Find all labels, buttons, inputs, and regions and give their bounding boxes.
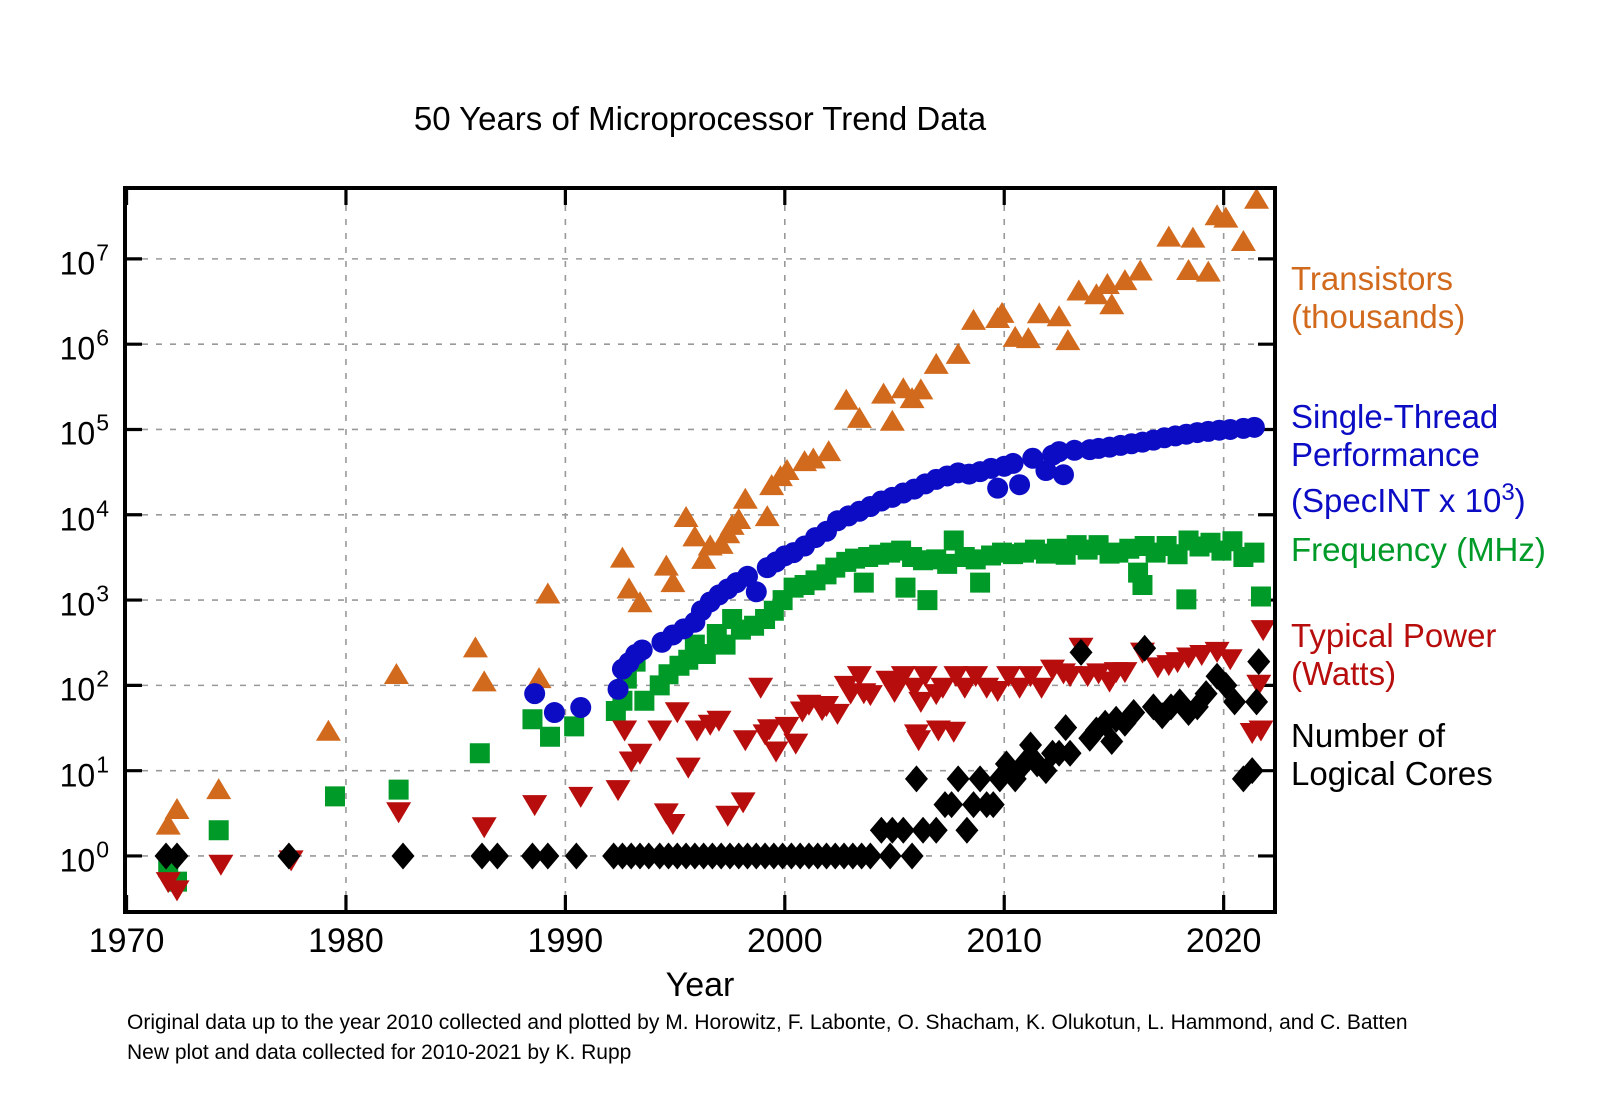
legend-line: (Watts) xyxy=(1291,655,1397,692)
y-tick-label-10e6: 106 xyxy=(59,324,109,367)
y-tick-label-10e1: 101 xyxy=(59,751,109,793)
legend-single-thread-performance: Single-Thread Performance (SpecINT x 103) xyxy=(1291,398,1526,520)
legend-line: (SpecINT x 103) xyxy=(1291,479,1526,519)
legend-line: Typical Power xyxy=(1291,617,1497,654)
y-tick-label-10e2: 102 xyxy=(59,666,109,708)
plot-border xyxy=(123,186,1277,914)
legend-logical-cores: Number of Logical Cores xyxy=(1291,717,1493,793)
x-tick-label-1980: 1980 xyxy=(308,922,384,960)
series-logical-cores xyxy=(154,634,1271,870)
gridlines xyxy=(128,191,1272,909)
y-tick-label-10e5: 105 xyxy=(59,410,109,452)
chart-title: 50 Years of Microprocessor Trend Data xyxy=(413,100,987,137)
x-tick-label-1990: 1990 xyxy=(527,922,604,960)
x-tick-label-2020: 2020 xyxy=(1185,922,1262,960)
y-tick-label-10e4: 104 xyxy=(59,495,109,538)
legend-line: Frequency (MHz) xyxy=(1291,531,1546,568)
x-tick-label-2010: 2010 xyxy=(966,922,1043,960)
legend-transistors: Transistors (thousands) xyxy=(1291,260,1465,336)
x-axis-title: Year xyxy=(665,966,735,1004)
y-tick-label-10e3: 103 xyxy=(59,580,109,623)
x-tick-label-1970: 1970 xyxy=(88,922,165,960)
legend-line: Number of xyxy=(1291,717,1446,754)
legend-typical-power: Typical Power (Watts) xyxy=(1291,617,1496,693)
legend-line: Single-Thread xyxy=(1291,398,1499,435)
legend-frequency: Frequency (MHz) xyxy=(1291,531,1546,569)
series-frequency xyxy=(158,530,1271,892)
legend-line: Logical Cores xyxy=(1291,755,1493,792)
footer-line-2: New plot and data collected for 2010-202… xyxy=(127,1041,632,1064)
series-transistors xyxy=(155,188,1270,835)
y-tick-label-10e7: 107 xyxy=(59,239,109,282)
series-single-thread-performance xyxy=(524,416,1265,724)
legend-line: Performance xyxy=(1291,436,1480,473)
series-typical-power xyxy=(155,620,1275,902)
legend-line: Transistors xyxy=(1291,260,1453,297)
footer-credits: Original data up to the year 2010 collec… xyxy=(127,1008,1408,1068)
x-tick-label-2000: 2000 xyxy=(746,922,823,960)
footer-line-1: Original data up to the year 2010 collec… xyxy=(127,1011,1408,1034)
y-tick-label-10e0: 100 xyxy=(59,836,109,879)
legend-line: (thousands) xyxy=(1291,298,1466,335)
